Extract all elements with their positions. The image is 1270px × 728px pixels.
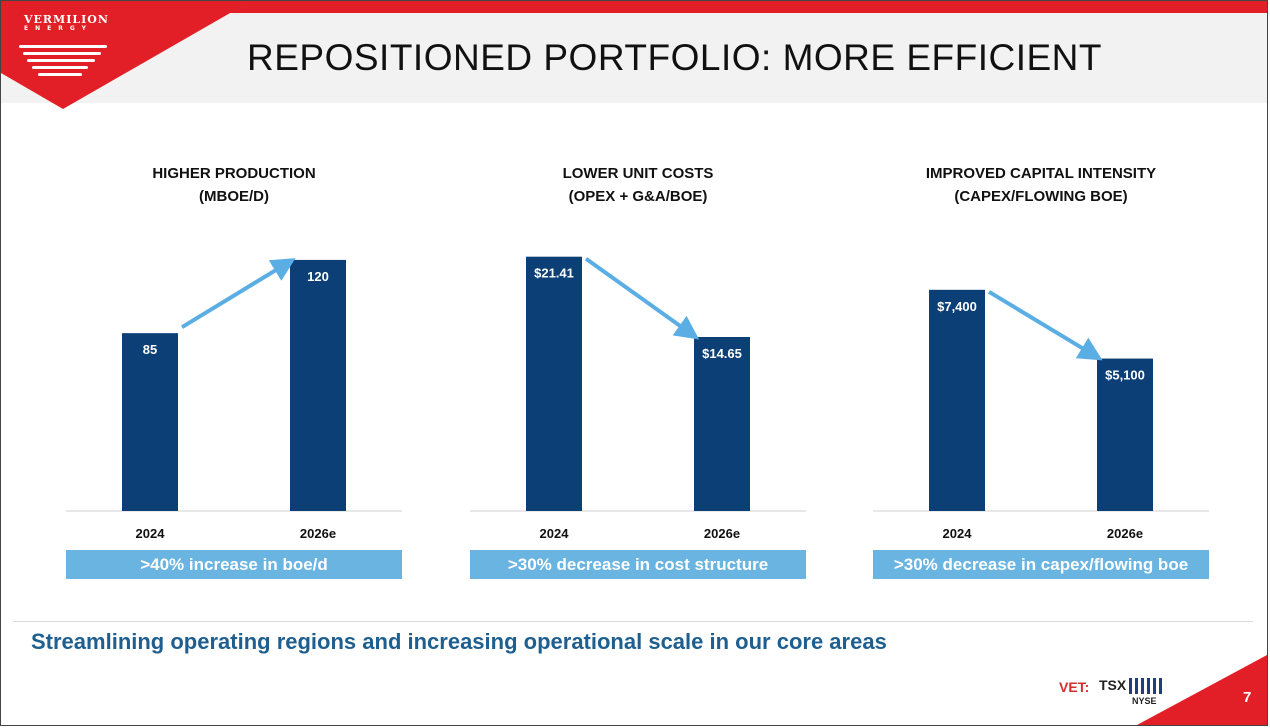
page-number: 7 (1243, 689, 1252, 706)
top-accent-bar (1, 1, 1267, 13)
bar (694, 336, 750, 511)
trend-down-arrow-icon (584, 257, 700, 340)
bar-value-label: 85 (143, 342, 157, 357)
logo-wordmark: VERMILION (24, 13, 109, 26)
bar (526, 256, 582, 511)
logo-subtext: ENERGY (24, 25, 93, 32)
tagline: Streamlining operating regions and incre… (31, 629, 887, 654)
bar (1097, 358, 1153, 511)
bar (290, 259, 346, 511)
bar (122, 333, 178, 511)
chart-title-line: IMPROVED CAPITAL INTENSITY (926, 165, 1156, 182)
x-tick-label: 2024 (943, 526, 973, 541)
charts-area: HIGHER PRODUCTION (MBOE/D) 85 2024 120 2026e L… (66, 165, 1209, 541)
bar-value-label: $21.41 (534, 266, 574, 281)
page-title: REPOSITIONED PORTFOLIO: MORE EFFICIENT (247, 37, 1103, 78)
bar-value-label: $14.65 (702, 346, 742, 361)
chart-title-line: LOWER UNIT COSTS (563, 165, 714, 182)
chart-title-line: (OPEX + G&A/BOE) (569, 188, 708, 205)
chart-title-line: (MBOE/D) (199, 188, 269, 205)
bar-value-label: 120 (307, 269, 329, 284)
x-tick-label: 2024 (540, 526, 570, 541)
x-tick-label: 2024 (136, 526, 166, 541)
corner-accent (1137, 655, 1267, 725)
caption-costs: >30% decrease in cost structure (470, 550, 806, 579)
caption-capital: >30% decrease in capex/flowing boe (873, 550, 1209, 579)
footer-divider (13, 621, 1253, 622)
vermilion-logo: VERMILION ENERGY (1, 1, 261, 113)
x-tick-label: 2026e (300, 526, 336, 541)
title-band (1, 13, 1267, 103)
ticker-symbol: VET: (1059, 679, 1090, 695)
trend-up-arrow-icon (180, 258, 296, 329)
logo-shape-icon (1, 1, 251, 109)
bar (929, 289, 985, 511)
nyse-columns-icon (1129, 678, 1162, 694)
trend-down-arrow-icon (987, 290, 1103, 361)
chart-title-line: HIGHER PRODUCTION (152, 165, 315, 182)
bar-value-label: $5,100 (1105, 368, 1145, 383)
x-tick-label: 2026e (704, 526, 740, 541)
x-tick-label: 2026e (1107, 526, 1143, 541)
chart-title-line: (CAPEX/FLOWING BOE) (954, 188, 1127, 205)
caption-production: >40% increase in boe/d (66, 550, 402, 579)
nyse-label: NYSE (1132, 696, 1157, 706)
tsx-logo: TSX (1099, 677, 1127, 693)
bar-value-label: $7,400 (937, 299, 977, 314)
